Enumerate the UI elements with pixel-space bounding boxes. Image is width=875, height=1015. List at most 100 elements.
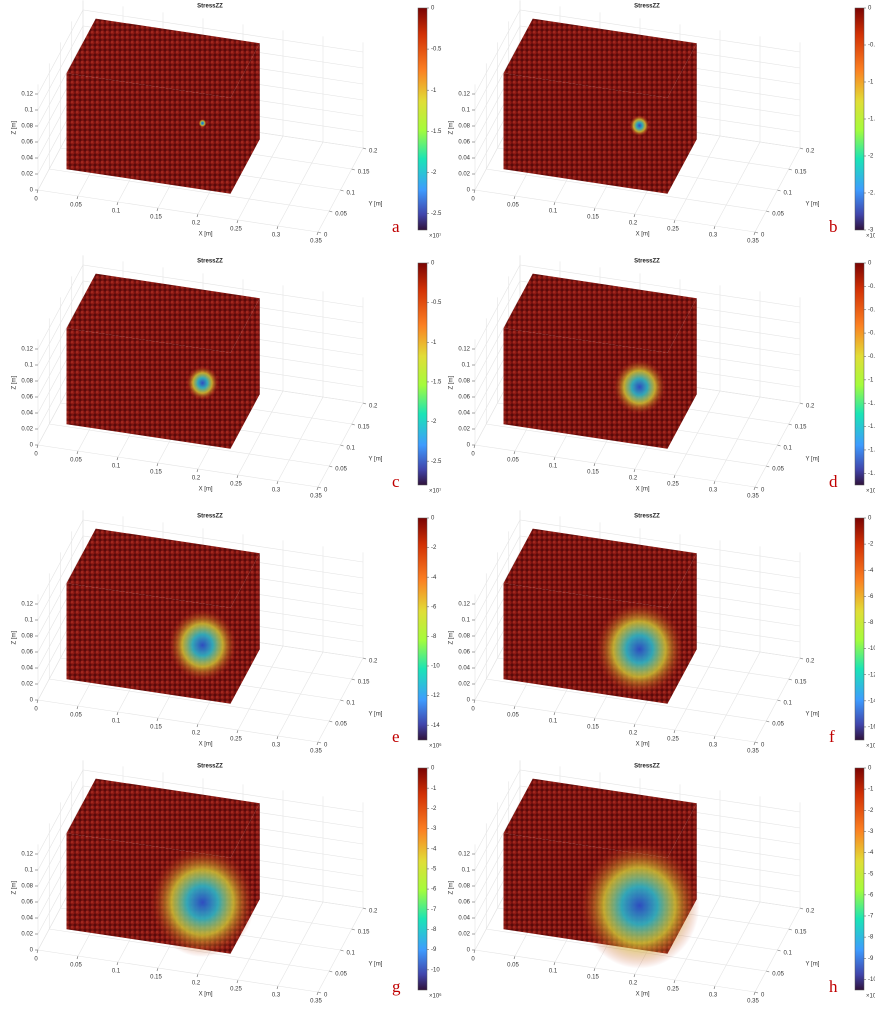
z-axis-label: Z [m] (449, 630, 455, 644)
y-tick-label: 0.2 (369, 659, 378, 665)
y-tick-label: 0 (761, 743, 765, 749)
chart-title: StressZZ (197, 259, 223, 265)
z-tick-label: 0 (467, 948, 471, 954)
x-tick-label: 0.1 (112, 464, 121, 470)
x-tick-label: 0.3 (272, 488, 281, 494)
tick-mark (196, 723, 199, 728)
x-axis-label: X [m] (636, 742, 650, 748)
grid-line (37, 280, 364, 366)
x-tick-label: 0.3 (272, 993, 281, 999)
colorbar-tick-label: -1 (868, 787, 874, 793)
colorbar-tick-label: 0 (431, 6, 435, 12)
y-tick-label: 0.2 (806, 149, 815, 155)
y-tick-label: 0.1 (347, 191, 356, 197)
panel-label: f (829, 727, 835, 746)
x-tick-label: 0.15 (150, 975, 162, 981)
x-tick-label: 0 (471, 707, 475, 713)
grid-line (37, 9, 364, 95)
x-axis-label: X [m] (199, 742, 213, 748)
colorbar-tick-label: -14 (431, 723, 440, 729)
tick-mark (340, 189, 344, 192)
z-tick-label: 0 (467, 698, 471, 704)
colorbar-tick-label: -1.5 (431, 129, 442, 135)
grid-line (37, 296, 364, 382)
grid-line (474, 535, 801, 621)
colorbar-tick-label: -3 (868, 829, 874, 835)
grid-line (714, 291, 761, 482)
particle-top (66, 528, 260, 608)
tick-mark (513, 450, 516, 455)
z-tick-label: 0.08 (21, 634, 33, 640)
z-tick-label: 0.06 (21, 650, 33, 656)
y-tick-label: 0.2 (806, 404, 815, 410)
grid-line (474, 41, 801, 127)
colorbar-tick-label: -2 (868, 154, 874, 160)
grid-line (37, 535, 364, 621)
z-tick-label: 0.08 (21, 379, 33, 385)
particle-top (66, 273, 260, 353)
z-tick-label: 0.08 (458, 884, 470, 890)
x-tick-label: 0.15 (587, 470, 599, 476)
x-tick-label: 0 (34, 957, 38, 963)
stress-region (186, 366, 219, 400)
particle-top (503, 528, 697, 608)
z-axis-label: Z [m] (449, 375, 455, 389)
panel-label: d (829, 472, 838, 491)
x-tick-label: 0.05 (507, 458, 519, 464)
y-tick-label: 0.15 (795, 170, 807, 176)
x-tick-label: 0.05 (70, 458, 82, 464)
colorbar-tick-label: -0.6 (868, 331, 875, 337)
z-tick-label: 0.02 (458, 932, 470, 938)
x-tick-label: 0.2 (192, 981, 201, 987)
panel: StressZZ00.050.10.150.20.250.30.3500.050… (12, 760, 442, 1005)
colorbar-exponent: ×10⁶ (429, 743, 442, 750)
colorbar-tick-label: -1.5 (431, 380, 442, 386)
colorbar-tick-label: -4 (868, 568, 874, 574)
z-tick-label: 0.02 (458, 172, 470, 178)
grid-line (317, 42, 364, 233)
tick-mark (473, 699, 476, 704)
colorbar-tick-label: -3 (868, 228, 874, 234)
x-tick-label: 0.25 (667, 227, 679, 233)
z-axis-label: Z [m] (449, 880, 455, 894)
colorbar-tick-label: -10 (431, 967, 440, 973)
x-tick-label: 0.25 (667, 737, 679, 743)
tick-mark (673, 219, 676, 224)
x-tick-label: 0.05 (507, 713, 519, 719)
grid-line (754, 802, 801, 993)
y-tick-label: 0.15 (358, 680, 370, 686)
z-tick-label: 0.1 (25, 363, 34, 369)
x-tick-label: 0 (34, 197, 38, 203)
colorbar-tick-label: -14 (868, 698, 875, 704)
z-tick-label: 0.04 (21, 411, 33, 417)
grid-line (714, 796, 761, 987)
x-tick-label: 0.35 (747, 999, 759, 1005)
particle-front (66, 328, 231, 449)
x-tick-label: 0.15 (587, 215, 599, 221)
x-tick-label: 0 (471, 197, 475, 203)
tick-mark (766, 970, 770, 973)
panel-label: b (829, 217, 838, 236)
z-tick-label: 0.06 (458, 650, 470, 656)
particle-top (66, 778, 260, 858)
colorbar-tick-label: -0.5 (431, 300, 442, 306)
particle-front (503, 73, 668, 194)
grid-line (474, 785, 801, 871)
x-axis-label: X [m] (636, 992, 650, 998)
colorbar-exponent: ×10⁶ (866, 993, 875, 1000)
x-axis-label: X [m] (636, 232, 650, 238)
colorbar-tick-label: -0.5 (868, 43, 875, 49)
colorbar-tick-label: 0 (868, 261, 872, 267)
x-tick-label: 0.3 (272, 233, 281, 239)
grid-line (37, 785, 364, 871)
x-tick-label: 0.35 (310, 494, 322, 500)
grid-line (754, 42, 801, 233)
colorbar-tick-label: -16 (868, 725, 875, 731)
tick-mark (513, 955, 516, 960)
x-tick-label: 0.1 (112, 719, 121, 725)
tick-mark (236, 729, 239, 734)
z-axis-label: Z [m] (12, 120, 18, 134)
x-tick-label: 0.15 (150, 470, 162, 476)
panel-label: h (829, 977, 838, 996)
tick-mark (156, 717, 159, 722)
